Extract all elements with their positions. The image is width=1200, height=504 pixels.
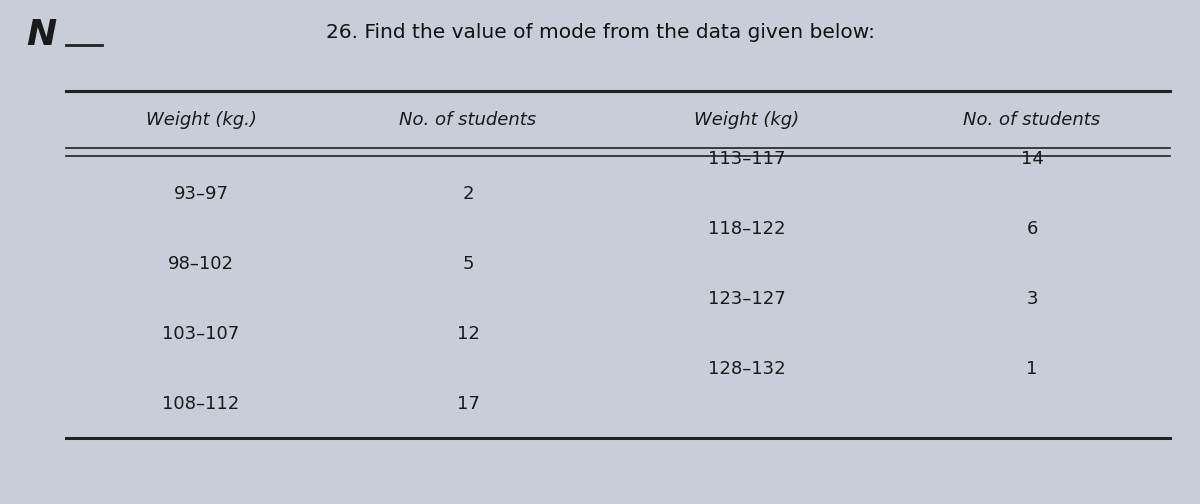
Text: Weight (kg): Weight (kg) xyxy=(695,111,799,129)
Text: 108–112: 108–112 xyxy=(162,395,240,412)
Text: 98–102: 98–102 xyxy=(168,255,234,273)
Text: 6: 6 xyxy=(1026,220,1038,238)
Text: 14: 14 xyxy=(1020,150,1044,168)
Text: 128–132: 128–132 xyxy=(708,359,786,377)
Text: 3: 3 xyxy=(1026,290,1038,307)
Text: 12: 12 xyxy=(456,325,480,343)
Text: 5: 5 xyxy=(462,255,474,273)
Text: 103–107: 103–107 xyxy=(162,325,240,343)
Text: N: N xyxy=(26,18,56,51)
Text: 2: 2 xyxy=(462,185,474,203)
Text: 1: 1 xyxy=(1026,359,1038,377)
Text: Weight (kg.): Weight (kg.) xyxy=(145,111,257,129)
Text: 118–122: 118–122 xyxy=(708,220,786,238)
Text: No. of students: No. of students xyxy=(400,111,536,129)
Text: 123–127: 123–127 xyxy=(708,290,786,307)
Text: 113–117: 113–117 xyxy=(708,150,786,168)
Text: No. of students: No. of students xyxy=(964,111,1100,129)
Text: 26. Find the value of mode from the data given below:: 26. Find the value of mode from the data… xyxy=(325,23,875,42)
Text: 93–97: 93–97 xyxy=(174,185,228,203)
Text: 17: 17 xyxy=(456,395,480,412)
